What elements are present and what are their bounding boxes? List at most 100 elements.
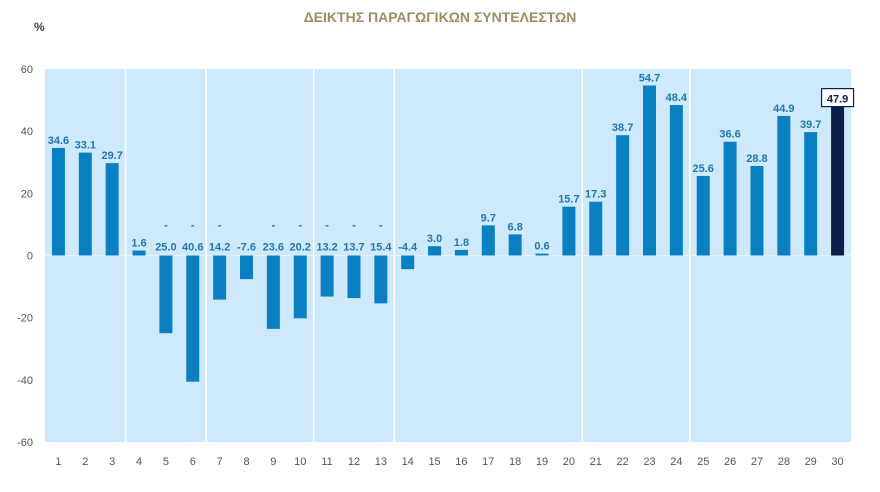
data-label: 17.3: [585, 189, 606, 201]
x-tick-label: 5: [163, 456, 169, 468]
bar: [589, 201, 603, 256]
data-label: 13.7: [343, 242, 364, 254]
x-tick-label: 4: [136, 456, 142, 468]
x-tick-label: 22: [617, 456, 629, 468]
negative-sign-marker: -: [272, 220, 276, 232]
data-label: -4.4: [398, 242, 418, 254]
x-tick-label: 10: [294, 456, 306, 468]
data-label: 20.2: [290, 242, 311, 254]
y-tick-label: 40: [21, 126, 33, 138]
bar: [831, 106, 845, 256]
data-label: 48.4: [666, 92, 688, 104]
bar: [213, 255, 227, 300]
bar: [293, 255, 307, 319]
x-tick-label: 30: [831, 456, 843, 468]
data-label: 36.6: [719, 129, 740, 141]
x-tick-label: 1: [55, 456, 61, 468]
x-tick-label: 15: [428, 456, 440, 468]
chart-title: ΔΕΙΚΤΗΣ ΠΑΡΑΓΩΓΙΚΩΝ ΣΥΝΤΕΛΕΣΤΩΝ: [303, 9, 577, 25]
bar: [159, 255, 173, 334]
negative-sign-marker: -: [164, 220, 168, 232]
data-label: 6.8: [508, 221, 523, 233]
y-tick-label: -60: [17, 437, 33, 449]
data-label: 54.7: [639, 72, 660, 84]
x-tick-label: 14: [402, 456, 414, 468]
negative-sign-marker: -: [325, 220, 329, 232]
data-label: 13.2: [316, 242, 337, 254]
y-tick-label: -20: [17, 313, 33, 325]
y-tick-label: 0: [27, 251, 33, 263]
bar: [723, 141, 737, 256]
bar: [186, 255, 200, 382]
bar: [105, 163, 119, 256]
data-label: 47.9: [827, 94, 848, 106]
x-tick-label: 26: [724, 456, 736, 468]
bar: [804, 132, 818, 256]
bar: [51, 147, 65, 256]
y-tick-label: 60: [21, 64, 33, 76]
data-label: 14.2: [209, 242, 230, 254]
data-label: 1.6: [131, 238, 146, 250]
data-label: 1.8: [454, 237, 469, 249]
x-tick-label: 11: [321, 456, 332, 468]
bar: [428, 246, 442, 256]
x-tick-label: 25: [697, 456, 709, 468]
x-tick-label: 12: [348, 456, 360, 468]
data-label: 40.6: [182, 242, 203, 254]
bar: [401, 255, 415, 270]
bar: [777, 115, 791, 256]
data-label: 25.6: [693, 163, 714, 175]
bar: [535, 253, 549, 256]
negative-sign-marker: -: [191, 220, 195, 232]
bar: [562, 206, 576, 256]
x-tick-label: 2: [82, 456, 88, 468]
data-label: 28.8: [746, 153, 767, 165]
data-label: 44.9: [773, 103, 794, 115]
highlight-label-box: [820, 88, 855, 108]
bar: [481, 225, 495, 256]
data-label: 34.6: [48, 135, 69, 147]
bar: [132, 250, 146, 256]
x-tick-label: 28: [778, 456, 790, 468]
data-label: 29.7: [101, 150, 122, 162]
negative-sign-marker: -: [352, 220, 356, 232]
data-label: 33.1: [75, 140, 96, 152]
bar: [669, 105, 683, 256]
data-label: 39.7: [800, 119, 821, 131]
y-tick-label: -40: [17, 375, 33, 387]
bar: [374, 255, 388, 304]
bar: [320, 255, 334, 297]
x-tick-label: 23: [643, 456, 655, 468]
bar: [696, 175, 710, 256]
x-tick-label: 16: [455, 456, 467, 468]
x-tick-label: 9: [270, 456, 276, 468]
x-tick-label: 19: [536, 456, 548, 468]
x-tick-label: 18: [509, 456, 521, 468]
data-label: 25.0: [155, 242, 176, 254]
bar: [643, 85, 656, 256]
x-tick-label: 13: [375, 456, 387, 468]
y-axis-label: %: [34, 20, 45, 34]
x-tick-label: 29: [805, 456, 817, 468]
bar: [750, 165, 764, 256]
bar: [78, 152, 92, 256]
x-tick-label: 6: [190, 456, 196, 468]
x-tick-label: 7: [217, 456, 223, 468]
bar: [508, 234, 522, 256]
x-tick-label: 24: [670, 456, 682, 468]
x-tick-label: 17: [482, 456, 494, 468]
data-label: 0.6: [534, 241, 549, 253]
bar: [240, 255, 253, 280]
x-tick-label: 21: [590, 456, 602, 468]
negative-sign-marker: -: [218, 220, 222, 232]
x-tick-label: 27: [751, 456, 763, 468]
data-label: 23.6: [263, 242, 284, 254]
bar: [347, 255, 361, 299]
x-tick-label: 20: [563, 456, 575, 468]
negative-sign-marker: -: [379, 220, 383, 232]
negative-sign-marker: -: [298, 220, 302, 232]
bar: [454, 249, 468, 256]
bar: [266, 255, 280, 329]
y-tick-label: 20: [21, 188, 33, 200]
